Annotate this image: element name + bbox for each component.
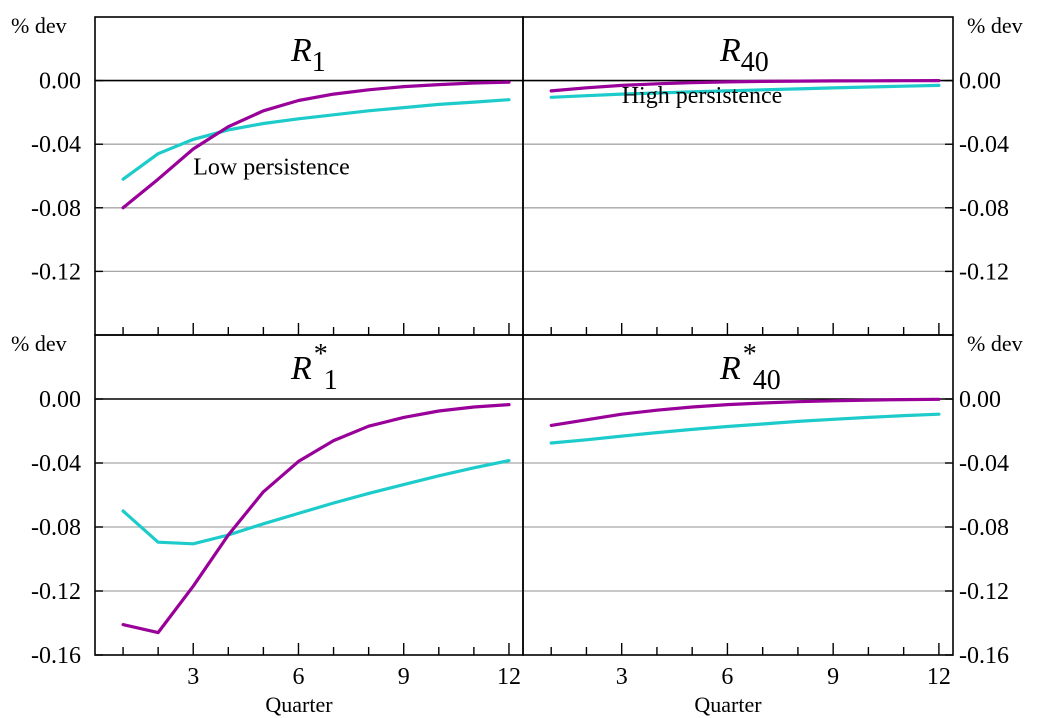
y-tick-label: 0.00	[39, 387, 81, 413]
y-tick-label: -0.16	[31, 643, 81, 669]
series-line-high	[549, 412, 941, 445]
series-line-low	[121, 403, 511, 635]
y-tick-label: -0.04	[31, 132, 81, 158]
y-tick-label: -0.12	[31, 579, 81, 605]
y-tick-label: -0.12	[959, 579, 1009, 605]
y-tick-label: -0.04	[959, 132, 1009, 158]
x-tick-label: 9	[398, 664, 410, 690]
series-annotation-low: Low persistence	[193, 154, 350, 180]
panel-title: R* 40	[719, 339, 781, 396]
x-axis-label: Quarter	[694, 692, 762, 717]
panel-bottom-right: 0.00 -0.04 -0.08 -0.12 -0.16 % dev 3 6 9 12 Quarte…	[522, 331, 1023, 717]
x-tick-label: 12	[497, 664, 521, 690]
x-axis-label: Quarter	[265, 692, 333, 717]
panel-title-subscript: 1	[324, 365, 338, 396]
x-tick-label: 6	[721, 664, 733, 690]
panel-title-main: R	[719, 32, 741, 69]
panel-top-left: 0.00 -0.04 -0.08 -0.12 % dev R1 Low persistenc…	[11, 13, 524, 336]
y-unit-label: % dev	[11, 13, 67, 38]
panel-frame	[522, 334, 954, 656]
y-tick-label: -0.08	[959, 196, 1009, 222]
y-tick-label: -0.12	[959, 259, 1009, 285]
series-line-low	[121, 80, 511, 210]
series-line-low	[549, 78, 941, 93]
panel-title-main: R	[290, 32, 312, 69]
series-annotation-high: High persistence	[622, 83, 783, 109]
x-tick-label: 3	[187, 664, 199, 690]
x-tick-label: 9	[827, 664, 839, 690]
x-tick-label: 3	[616, 664, 628, 690]
series-line-high	[549, 83, 941, 99]
panel-title: R40	[719, 32, 769, 78]
panel-title-subscript: 40	[753, 365, 781, 396]
panel-title-subscript: 1	[312, 47, 326, 78]
panel-title: R1	[290, 32, 326, 78]
series-line-high	[121, 98, 511, 181]
y-tick-label: -0.08	[31, 196, 81, 222]
y-unit-label: % dev	[11, 331, 67, 356]
y-unit-label: % dev	[967, 331, 1023, 356]
series-line-high	[121, 459, 511, 546]
panel-title-subscript: 40	[741, 47, 769, 78]
panel-title-superscript: *	[314, 339, 328, 370]
y-tick-label: 0.00	[39, 69, 81, 95]
y-tick-label: -0.04	[959, 451, 1009, 477]
y-tick-label: -0.04	[31, 451, 81, 477]
x-tick-label: 6	[292, 664, 304, 690]
y-unit-label: % dev	[967, 13, 1023, 38]
y-tick-label: -0.08	[31, 515, 81, 541]
panel-title-main: R	[290, 350, 312, 387]
y-tick-label: 0.00	[959, 387, 1001, 413]
panel-title-main: R	[719, 350, 741, 387]
series-line-low	[549, 397, 941, 427]
x-tick-label: 12	[927, 664, 951, 690]
panel-title-superscript: *	[743, 339, 757, 370]
y-tick-label: -0.16	[959, 643, 1009, 669]
y-tick-label: -0.12	[31, 259, 81, 285]
panel-title: R* 1	[290, 339, 338, 396]
y-tick-label: -0.08	[959, 515, 1009, 541]
y-tick-label: 0.00	[959, 69, 1001, 95]
panel-bottom-left: 0.00 -0.04 -0.08 -0.12 -0.16 % dev 3 6 9 12 Quarte…	[11, 331, 524, 717]
panel-top-right: 0.00 -0.04 -0.08 -0.12 % dev R40 High persiste…	[522, 13, 1023, 336]
